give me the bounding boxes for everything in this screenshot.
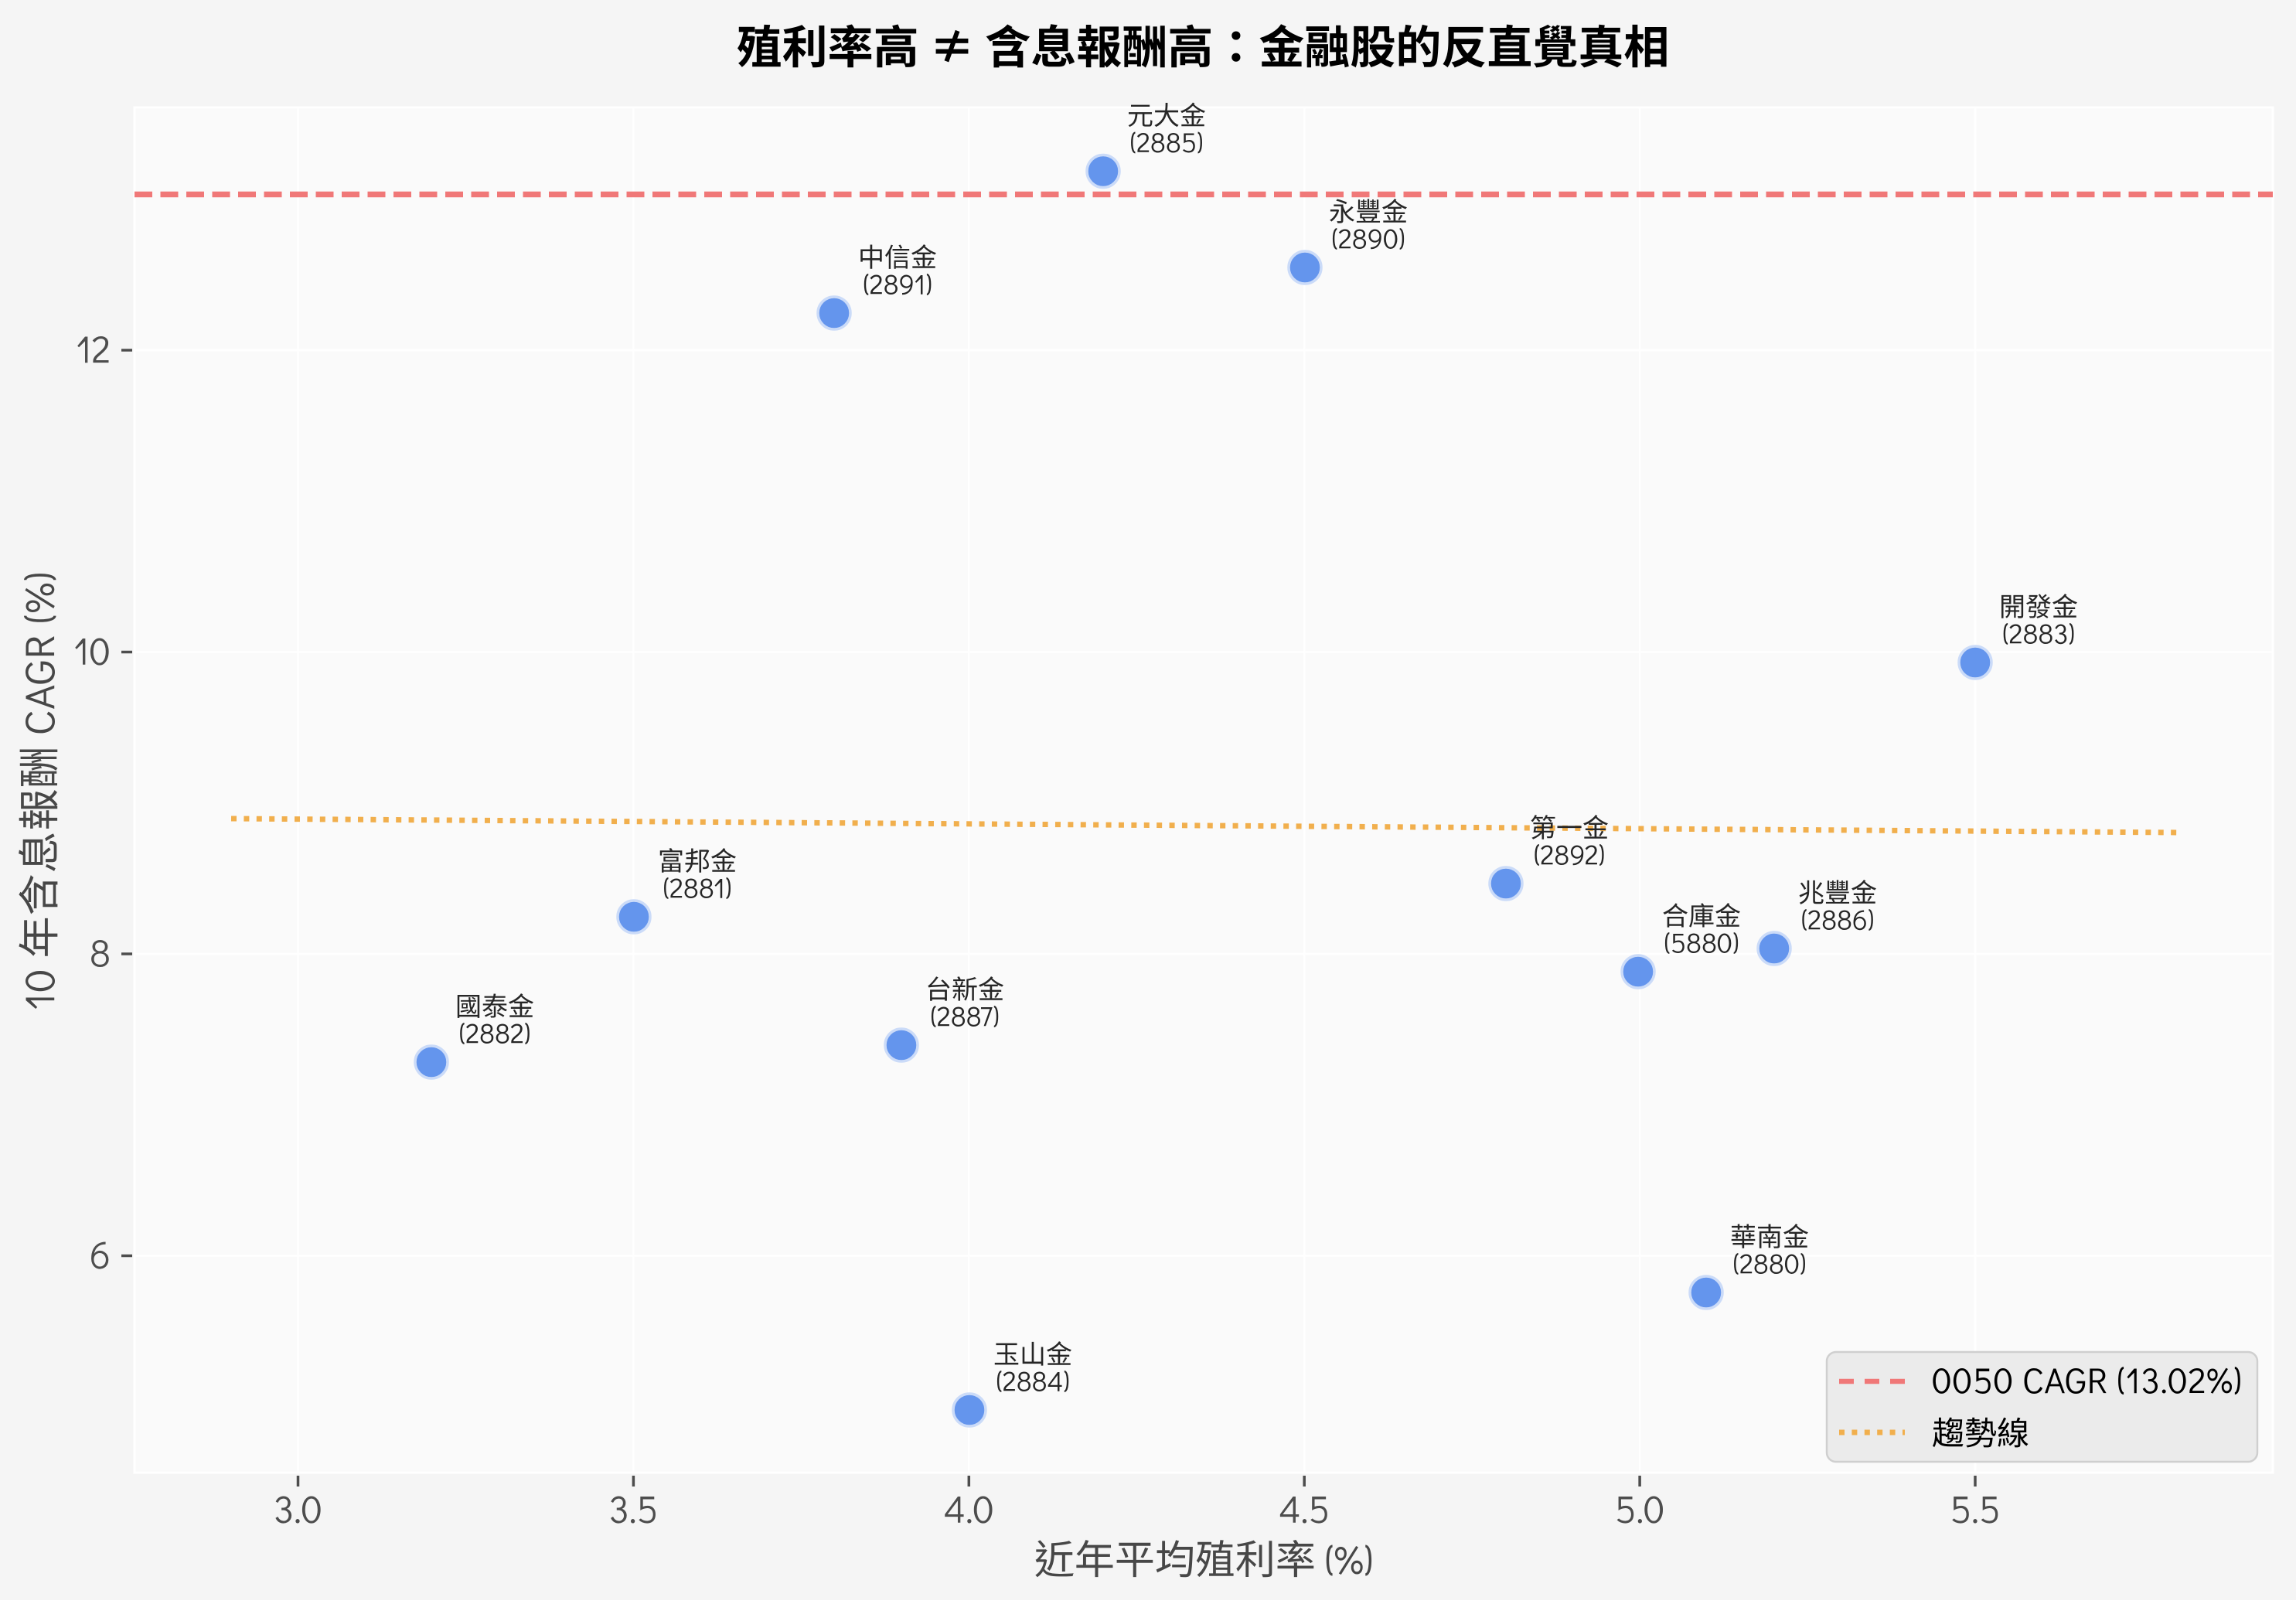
svg-text:兆豐金: 兆豐金 [1798,875,1877,910]
svg-text:5.0: 5.0 [1615,1483,1664,1533]
svg-text:殖利率高 ≠ 含息報酬高：金融股的反直覺真相: 殖利率高 ≠ 含息報酬高：金融股的反直覺真相 [737,11,1670,77]
svg-text:3.5: 3.5 [609,1483,658,1533]
svg-text:中信金: 中信金 [858,240,937,274]
svg-text:(2886): (2886) [1801,901,1875,938]
svg-text:12: 12 [76,324,111,373]
svg-text:10 年含息報酬 CAGR (%): 10 年含息報酬 CAGR (%) [12,571,66,1010]
svg-text:6: 6 [90,1229,111,1279]
svg-text:(2891): (2891) [863,265,932,302]
svg-text:富邦金: 富邦金 [658,843,737,878]
svg-text:趨勢線: 趨勢線 [1932,1412,2029,1454]
svg-text:元大金: 元大金 [1127,98,1206,133]
svg-text:合庫金: 合庫金 [1662,898,1741,933]
svg-text:5.5: 5.5 [1950,1483,2001,1533]
svg-text:4.0: 4.0 [944,1483,994,1533]
svg-text:第一金: 第一金 [1530,810,1609,845]
svg-text:國泰金: 國泰金 [455,989,534,1023]
svg-text:台新金: 台新金 [925,972,1004,1006]
svg-text:華南金: 華南金 [1730,1219,1809,1254]
svg-text:3.0: 3.0 [274,1483,322,1533]
svg-text:(2887): (2887) [930,997,999,1034]
svg-text:永豐金: 永豐金 [1329,194,1408,229]
svg-text:(2882): (2882) [459,1014,531,1051]
svg-text:10: 10 [73,625,111,675]
svg-text:(2884): (2884) [996,1362,1069,1399]
svg-text:8: 8 [90,928,111,977]
svg-text:開發金: 開發金 [1999,589,2078,624]
svg-text:近年平均殖利率 (%): 近年平均殖利率 (%) [1034,1532,1373,1585]
svg-text:(2883): (2883) [2002,615,2075,652]
svg-text:(2881): (2881) [663,869,732,906]
svg-text:(2890): (2890) [1331,220,1405,257]
svg-text:(2892): (2892) [1534,836,1605,873]
svg-text:0050 CAGR (13.02%): 0050 CAGR (13.02%) [1932,1357,2242,1403]
svg-text:4.5: 4.5 [1279,1483,1330,1533]
svg-text:(2885): (2885) [1130,123,1204,160]
svg-text:(5880): (5880) [1664,924,1739,961]
svg-text:玉山金: 玉山金 [993,1337,1072,1371]
svg-text:(2880): (2880) [1733,1245,1807,1282]
